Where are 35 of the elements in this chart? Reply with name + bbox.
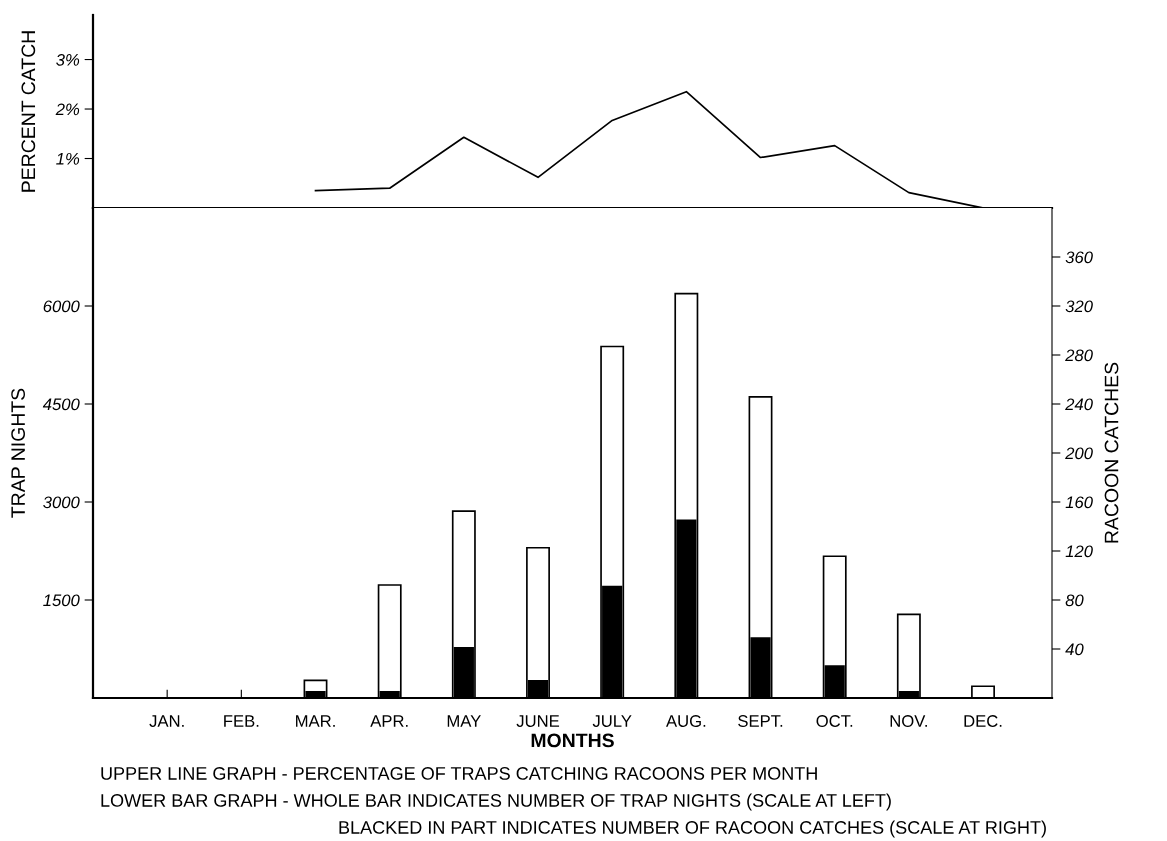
x-axis-title: MONTHS (531, 733, 614, 748)
y2-tick-label: 240 (1065, 398, 1093, 411)
y-tick-label: 6000 (43, 300, 80, 313)
y-tick-label: 1500 (43, 594, 80, 607)
y-tick-label: 3000 (43, 496, 80, 509)
x-tick-label: NOV. (890, 715, 927, 727)
y2-tick-label: 280 (1065, 349, 1093, 362)
x-tick-label: JULY (592, 715, 632, 727)
y2-tick-label: 40 (1065, 643, 1084, 656)
y-tick-label: 3% (56, 53, 80, 66)
x-tick-label: MAR. (296, 715, 335, 727)
x-tick-label: AUG. (666, 715, 706, 727)
y-tick-label: 2% (55, 103, 80, 116)
y-tick-label: 4500 (42, 398, 80, 411)
x-tick-label: FEB. (224, 715, 259, 727)
y-axis-title: PERCENT CATCH (21, 31, 36, 192)
x-tick-label: MAY (447, 715, 481, 727)
y2-tick-label: 120 (1065, 545, 1093, 558)
y2-tick-label: 80 (1065, 594, 1084, 607)
y2-tick-label: 360 (1065, 251, 1093, 264)
y2-tick-label: 320 (1065, 300, 1093, 313)
text: UPPER LINE GRAPH - PERCENTAGE OF TRAPS CATCHING RACOONS PER MONTH (101, 767, 817, 780)
y-tick-label: 1% (56, 152, 80, 165)
x-tick-label: JUNE (516, 715, 560, 727)
x-tick-label: OCT. (816, 715, 853, 727)
y2-axis-title: RACOON CATCHES (1104, 362, 1119, 543)
y2-tick-label: 160 (1065, 496, 1093, 509)
y2-tick-label: 200 (1065, 447, 1093, 460)
x-tick-label: APR. (370, 715, 408, 727)
x-tick-label: DEC. (964, 715, 1002, 727)
x-tick-label: SEPT. (738, 715, 783, 727)
text: LOWER BAR GRAPH - WHOLE BAR INDICATES NUMBER OF TRAP NIGHTS (SCALE AT LEFT) (101, 793, 891, 811)
y-axis-title: TRAP NIGHTS (11, 388, 25, 518)
x-tick-label: JAN. (149, 715, 184, 727)
text: BLACKED IN PART INDICATES NUMBER OF RACOON CATCHES (SCALE AT RIGHT) (339, 820, 1046, 838)
